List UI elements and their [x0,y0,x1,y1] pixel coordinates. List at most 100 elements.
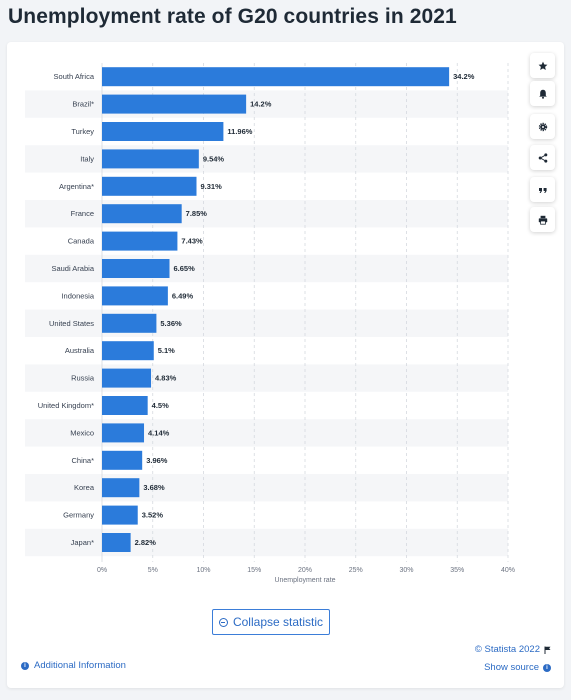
flag-icon [544,646,551,654]
value-label: 4.83% [155,374,177,383]
collapse-statistic-button[interactable]: Collapse statistic [212,609,330,635]
bar [102,478,140,498]
category-label: Indonesia [61,291,94,300]
x-tick-label: 15% [247,567,261,574]
page-title: Unemployment rate of G20 countries in 20… [8,5,457,28]
info-icon: i [543,663,551,672]
x-tick-label: 30% [399,567,413,574]
additional-information-link[interactable]: i Additional Information [21,660,126,671]
value-label: 14.2% [250,100,272,109]
x-axis-label: Unemployment rate [274,577,335,584]
value-label: 7.85% [186,209,208,218]
value-label: 3.96% [146,456,168,465]
row-stripe [25,364,508,392]
row-stripe [25,200,508,228]
print-icon [538,215,547,225]
category-label: Saudi Arabia [51,264,94,273]
x-tick-label: 35% [450,567,464,574]
bar [102,286,168,306]
x-tick-label: 5% [148,567,158,574]
bar [102,341,154,361]
bar [102,396,148,415]
category-label: Canada [68,237,95,246]
category-label: Argentina* [59,182,94,191]
quote-icon [538,187,547,193]
statista-credit-label: © Statista 2022 [474,644,540,655]
tick-labels: 0% 5% 10% 15% 20% 25% 30% 35% 40% [97,567,515,574]
value-label: 9.54% [203,154,225,163]
row-stripe [25,528,508,557]
category-label: Russia [71,374,95,383]
category-label: Brazil* [72,100,94,109]
favorite-button[interactable] [530,53,555,78]
additional-information-label: Additional Information [34,660,126,671]
value-label: 2.82% [135,538,157,547]
category-label: China* [71,456,94,465]
bar [102,368,152,388]
value-label: 34.2% [453,72,475,81]
share-icon [538,152,547,163]
row-stripe [25,309,508,337]
bar [102,505,138,525]
x-tick-label: 10% [196,567,210,574]
value-label: 9.31% [200,182,222,191]
bar [102,423,145,443]
row-stripe [25,145,508,173]
bar [102,313,157,333]
x-tick-label: 0% [97,567,107,574]
category-label: South Africa [54,72,95,81]
bar [102,259,170,278]
category-label: United States [49,319,94,328]
category-label: Turkey [71,127,94,136]
value-label: 5.1% [158,346,175,355]
notification-button[interactable] [530,81,555,106]
category-label: Mexico [70,428,94,437]
bar [102,176,197,196]
show-source-label: Show source [484,662,539,673]
value-label: 7.43% [181,237,203,246]
bar [102,149,199,169]
bar [102,122,224,141]
bar [102,533,131,552]
value-label: 4.14% [148,428,170,437]
value-label: 3.52% [142,511,164,520]
settings-button[interactable] [530,114,555,139]
category-label: Korea [74,483,95,492]
row-stripe [25,419,508,447]
bar [102,94,247,114]
value-label: 4.5% [152,401,169,410]
bell-icon [538,89,547,99]
x-tick-label: 20% [298,567,312,574]
minus-circle-icon [218,617,228,627]
category-labels: South Africa Brazil* Turkey Italy Argentina*… [38,72,95,547]
bar [102,231,178,251]
print-button[interactable] [530,207,555,232]
value-label: 6.49% [172,291,194,300]
row-stripe [25,254,508,283]
category-label: Japan* [71,538,94,547]
collapse-statistic-label: Collapse statistic [232,615,324,629]
category-label: France [71,209,94,218]
x-tick-label: 25% [349,567,363,574]
share-button[interactable] [530,145,555,170]
row-stripe [25,474,508,502]
value-label: 6.65% [173,264,195,273]
value-label: 5.36% [160,319,182,328]
x-tick-label: 40% [501,567,515,574]
category-label: Italy [80,154,94,163]
row-stripes [25,90,508,557]
value-label: 11.96% [227,127,252,136]
statista-credit[interactable]: © Statista 2022 [475,644,551,655]
show-source-link[interactable]: Show source i [484,662,551,673]
bar-chart: South Africa Brazil* Turkey Italy Argentina*… [25,63,516,584]
star-icon [538,61,547,70]
bar [102,204,182,224]
gear-icon [538,122,547,131]
bar [102,450,143,470]
bar [102,67,450,87]
category-label: United Kingdom* [38,401,94,410]
cite-button[interactable] [530,177,555,202]
info-icon: i [21,661,29,670]
category-label: Australia [65,346,95,355]
